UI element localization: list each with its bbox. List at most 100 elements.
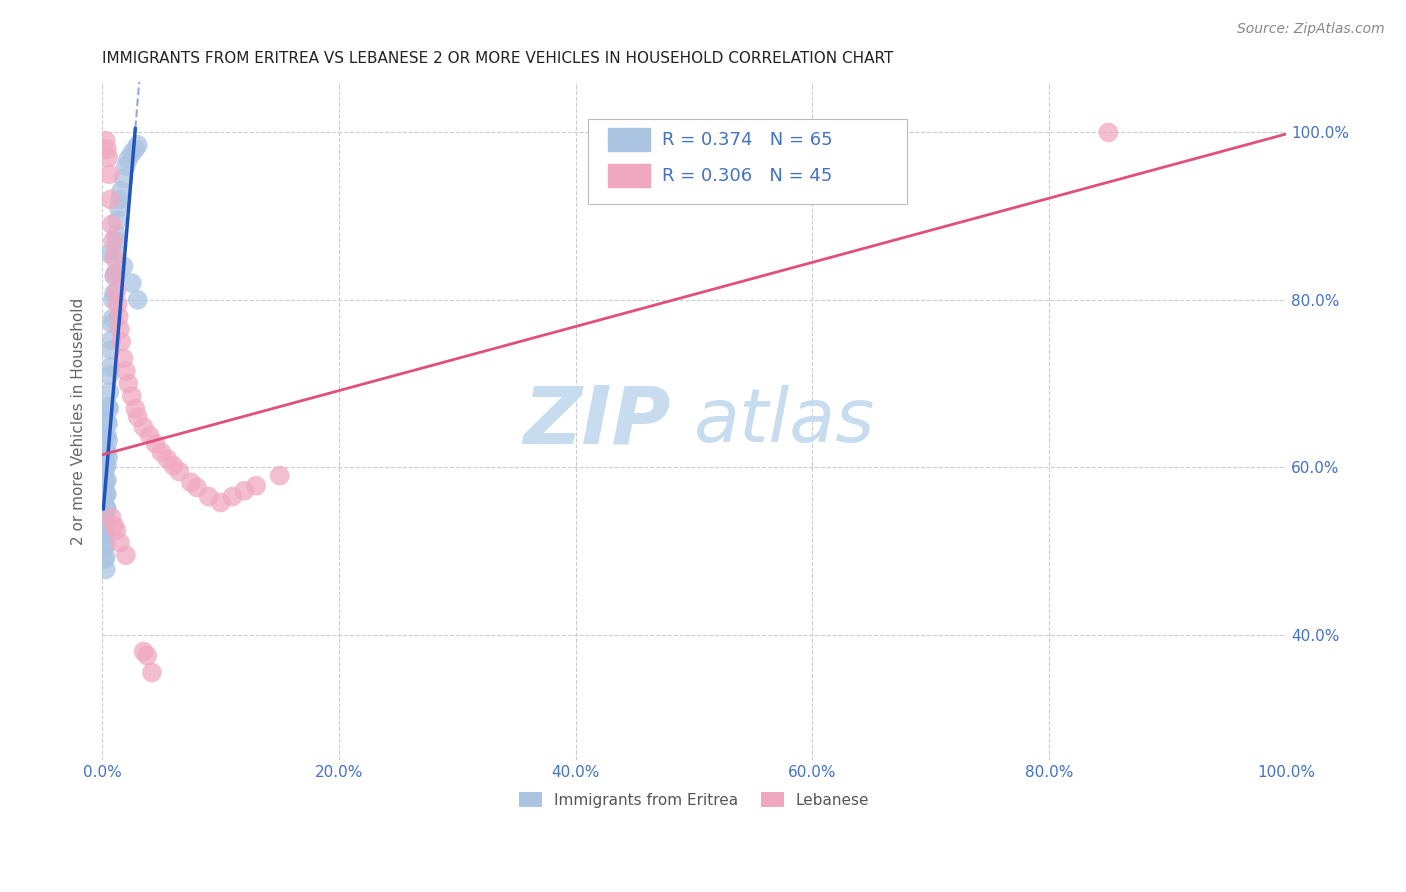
Text: atlas: atlas xyxy=(695,385,876,458)
Bar xyxy=(607,164,651,187)
Point xyxy=(209,495,232,509)
Point xyxy=(97,400,120,414)
Point xyxy=(127,137,149,152)
Point xyxy=(104,247,127,261)
Point xyxy=(100,192,122,206)
Point xyxy=(197,490,219,504)
Point xyxy=(141,665,163,680)
Bar xyxy=(607,128,651,152)
Point xyxy=(105,234,128,248)
Point xyxy=(269,468,291,483)
Point xyxy=(94,562,117,576)
Point xyxy=(98,368,121,383)
Point xyxy=(94,549,117,564)
Point xyxy=(221,490,243,504)
Point xyxy=(96,414,118,428)
Point xyxy=(96,458,118,472)
Point xyxy=(94,431,117,445)
Point xyxy=(110,334,132,349)
Point xyxy=(94,445,117,459)
Point xyxy=(101,234,124,248)
Point xyxy=(145,437,167,451)
Point xyxy=(233,483,256,498)
Point xyxy=(96,142,118,156)
Point xyxy=(115,548,138,562)
Point xyxy=(97,151,120,165)
Point xyxy=(108,322,131,336)
Y-axis label: 2 or more Vehicles in Household: 2 or more Vehicles in Household xyxy=(72,298,86,545)
Point xyxy=(860,134,883,148)
Point xyxy=(94,475,117,489)
Point xyxy=(93,507,115,521)
Point xyxy=(105,285,128,299)
Text: IMMIGRANTS FROM ERITREA VS LEBANESE 2 OR MORE VEHICLES IN HOUSEHOLD CORRELATION : IMMIGRANTS FROM ERITREA VS LEBANESE 2 OR… xyxy=(103,51,894,66)
Point xyxy=(127,293,149,307)
Point xyxy=(93,552,115,566)
Point xyxy=(112,171,135,186)
Point xyxy=(94,525,117,540)
Point xyxy=(93,540,115,554)
Point xyxy=(121,146,143,161)
Point xyxy=(94,537,117,551)
Point xyxy=(96,473,118,487)
Point xyxy=(104,268,127,282)
Point xyxy=(138,428,160,442)
Point xyxy=(110,184,132,198)
Point xyxy=(96,502,118,516)
Point xyxy=(93,515,115,529)
Legend: Immigrants from Eritrea, Lebanese: Immigrants from Eritrea, Lebanese xyxy=(513,786,876,814)
Point xyxy=(100,333,122,347)
Point xyxy=(136,648,159,663)
Point xyxy=(96,487,118,501)
Point xyxy=(94,134,117,148)
Point xyxy=(115,364,138,378)
Point xyxy=(117,376,139,391)
Point xyxy=(94,500,117,514)
Point xyxy=(112,260,135,274)
Point xyxy=(1097,125,1119,139)
Text: ZIP: ZIP xyxy=(523,383,671,460)
Point xyxy=(108,192,131,206)
Point xyxy=(100,218,122,232)
Point xyxy=(93,477,115,491)
Point xyxy=(180,475,202,490)
Point xyxy=(103,269,125,284)
Point xyxy=(115,159,138,173)
Point xyxy=(124,401,146,416)
Point xyxy=(156,452,179,467)
Point xyxy=(93,492,115,507)
Point xyxy=(107,213,129,227)
Point xyxy=(105,523,128,537)
Point xyxy=(107,297,129,311)
Point xyxy=(100,343,122,357)
Point xyxy=(124,142,146,156)
Point xyxy=(112,351,135,366)
Point xyxy=(98,247,121,261)
Point xyxy=(167,465,190,479)
Point xyxy=(104,266,127,280)
Point xyxy=(98,401,121,416)
Point xyxy=(93,452,115,467)
Point xyxy=(93,493,115,508)
Point xyxy=(245,479,267,493)
Text: R = 0.374   N = 65: R = 0.374 N = 65 xyxy=(662,131,832,149)
Point xyxy=(105,227,128,242)
Point xyxy=(96,428,118,442)
Point xyxy=(162,458,184,473)
Point xyxy=(94,512,117,526)
Point xyxy=(93,465,115,479)
Point xyxy=(127,410,149,425)
Point xyxy=(132,644,155,658)
Point xyxy=(100,359,122,374)
Point xyxy=(93,504,115,518)
Point xyxy=(98,384,121,399)
Point xyxy=(107,201,129,215)
Point xyxy=(103,286,125,301)
Point xyxy=(97,434,120,448)
Text: R = 0.306   N = 45: R = 0.306 N = 45 xyxy=(662,167,832,185)
Point xyxy=(101,293,124,307)
Point xyxy=(96,443,118,458)
Point xyxy=(97,417,120,431)
FancyBboxPatch shape xyxy=(588,120,907,204)
Point xyxy=(98,167,121,181)
